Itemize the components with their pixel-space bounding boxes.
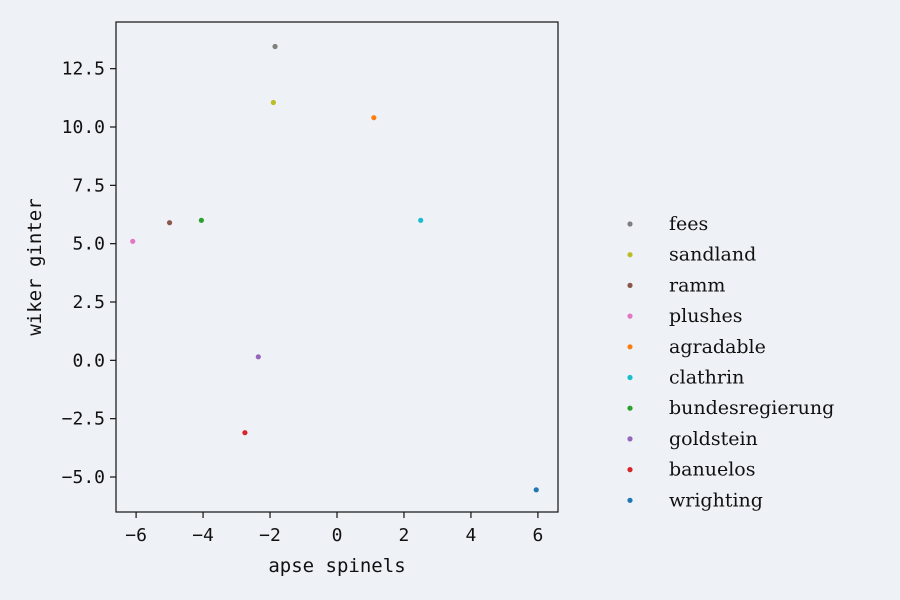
x-tick-label: 4 (466, 525, 477, 546)
x-axis-title: apse spinels (268, 555, 405, 577)
data-point-goldstein (255, 354, 261, 360)
legend-label-banuelos: banuelos (669, 459, 755, 481)
y-tick-label: −2.5 (62, 409, 105, 430)
legend-label-agradable: agradable (669, 336, 766, 358)
y-tick-label: −5.0 (62, 467, 105, 488)
plot-area (116, 22, 558, 512)
data-point-plushes (130, 238, 136, 244)
data-point-agradable (371, 115, 377, 121)
legend-label-bundesregierung: bundesregierung (669, 397, 834, 419)
data-point-wrighting (533, 487, 539, 493)
x-tick-label: −2 (259, 525, 281, 546)
y-tick-label: 5.0 (72, 234, 105, 255)
x-tick-label: −6 (125, 525, 147, 546)
legend-marker-plushes (627, 313, 633, 319)
legend-label-ramm: ramm (669, 274, 725, 296)
y-axis-title: wiker ginter (24, 198, 46, 335)
data-point-bundesregierung (198, 217, 204, 223)
x-tick-label: 0 (332, 525, 343, 546)
x-tick-label: 6 (532, 525, 543, 546)
legend-label-wrighting: wrighting (669, 489, 763, 511)
data-point-clathrin (418, 217, 424, 223)
data-points (130, 43, 539, 493)
legend-marker-sandland (627, 252, 633, 258)
x-axis-ticks: −6 −4 −2 0 2 4 6 (125, 512, 543, 546)
legend-marker-agradable (627, 344, 633, 350)
plot-frame (115, 21, 559, 513)
x-tick-label: 2 (399, 525, 410, 546)
legend-label-goldstein: goldstein (669, 428, 758, 450)
legend-marker-banuelos (627, 467, 633, 473)
legend-marker-fees (627, 221, 633, 227)
legend-marker-bundesregierung (627, 405, 633, 411)
legend-label-sandland: sandland (669, 244, 756, 266)
legend-marker-wrighting (627, 497, 633, 503)
x-tick-label: −4 (192, 525, 214, 546)
y-axis-ticks: −5.0 −2.5 0.0 2.5 5.0 7.5 10.0 12.5 (62, 59, 116, 488)
legend-label-clathrin: clathrin (669, 367, 744, 389)
y-tick-label: 2.5 (72, 292, 105, 313)
data-point-ramm (166, 220, 173, 226)
y-tick-label: 0.0 (72, 350, 105, 371)
y-tick-label: 10.0 (62, 117, 105, 138)
data-point-sandland (270, 99, 276, 106)
legend-label-fees: fees (669, 213, 708, 235)
legend-marker-clathrin (627, 374, 633, 381)
legend-label-plushes: plushes (669, 305, 742, 327)
legend-marker-goldstein (627, 436, 633, 442)
y-tick-label: 12.5 (62, 59, 105, 80)
y-tick-label: 7.5 (72, 175, 105, 196)
data-point-banuelos (242, 430, 248, 436)
data-point-fees (272, 43, 278, 50)
legend: fees sandland ramm plushes agradable clathrin… (627, 213, 834, 511)
legend-marker-ramm (627, 282, 633, 288)
